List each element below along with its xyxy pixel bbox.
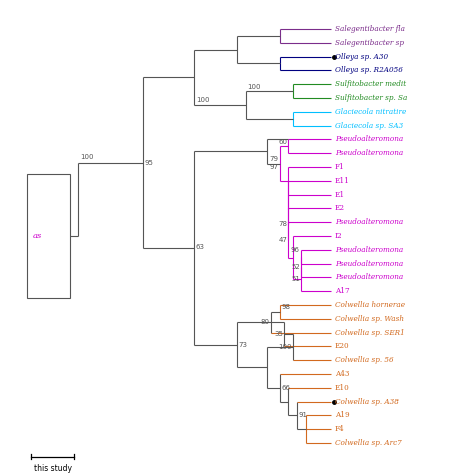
- Text: Glaciecola sp. SA3: Glaciecola sp. SA3: [335, 121, 403, 129]
- Text: 60: 60: [278, 139, 287, 145]
- Text: A17: A17: [335, 287, 349, 295]
- Text: Sulfitobacter sp. Sa: Sulfitobacter sp. Sa: [335, 94, 407, 102]
- Text: Olleya sp. A30: Olleya sp. A30: [335, 53, 388, 61]
- Text: Olleya sp. R2A056: Olleya sp. R2A056: [335, 66, 402, 74]
- Text: 73: 73: [238, 342, 247, 348]
- Text: 100: 100: [80, 154, 93, 160]
- Text: 35: 35: [274, 331, 283, 337]
- Text: I2: I2: [335, 232, 342, 240]
- Text: F4: F4: [335, 425, 344, 433]
- Text: Pseudoalteromona: Pseudoalteromona: [335, 260, 403, 267]
- Text: 95: 95: [144, 160, 153, 166]
- Text: Colwellia sp. SER1: Colwellia sp. SER1: [335, 328, 404, 337]
- Text: as: as: [32, 232, 42, 240]
- Text: 100: 100: [248, 84, 261, 90]
- Text: E11: E11: [335, 177, 349, 185]
- Text: Colwellia sp. Arc7: Colwellia sp. Arc7: [335, 439, 401, 447]
- Text: 96: 96: [291, 246, 300, 253]
- Text: Pseudoalteromona: Pseudoalteromona: [335, 218, 403, 226]
- Text: E2: E2: [335, 204, 345, 212]
- Text: Salegentibacter fla: Salegentibacter fla: [335, 25, 405, 33]
- Text: Salegentibacter sp: Salegentibacter sp: [335, 39, 404, 47]
- Bar: [27, 174, 70, 298]
- Text: 100: 100: [196, 98, 210, 103]
- Text: Pseudoalteromona: Pseudoalteromona: [335, 246, 403, 254]
- Text: 91: 91: [298, 412, 307, 419]
- Text: Colwellia sp. 56: Colwellia sp. 56: [335, 356, 393, 364]
- Text: 51: 51: [291, 276, 300, 282]
- Text: 80: 80: [261, 319, 270, 325]
- Text: Colwellia sp. Wash: Colwellia sp. Wash: [335, 315, 404, 323]
- Text: 52: 52: [291, 264, 300, 270]
- Text: Pseudoalteromona: Pseudoalteromona: [335, 149, 403, 157]
- Text: Pseudoalteromona: Pseudoalteromona: [335, 273, 403, 282]
- Text: this study: this study: [34, 464, 72, 473]
- Text: 79: 79: [270, 156, 279, 162]
- Text: F1: F1: [335, 163, 345, 171]
- Text: A19: A19: [335, 411, 349, 419]
- Text: 47: 47: [278, 237, 287, 243]
- Text: 66: 66: [281, 385, 290, 391]
- Text: A43: A43: [335, 370, 349, 378]
- Text: E10: E10: [335, 384, 349, 392]
- Text: 100: 100: [278, 344, 292, 350]
- Text: 97: 97: [269, 164, 278, 170]
- Text: E1: E1: [335, 191, 345, 199]
- Text: Sulfitobacter medit: Sulfitobacter medit: [335, 80, 406, 88]
- Text: E20: E20: [335, 342, 349, 350]
- Text: Colwellia hornerae: Colwellia hornerae: [335, 301, 405, 309]
- Text: 98: 98: [281, 304, 290, 310]
- Text: 63: 63: [195, 244, 204, 249]
- Text: 78: 78: [278, 221, 287, 227]
- Text: Pseudoalteromona: Pseudoalteromona: [335, 136, 403, 143]
- Text: Glaciecola nitratire: Glaciecola nitratire: [335, 108, 406, 116]
- Text: Colwellia sp. A38: Colwellia sp. A38: [335, 398, 399, 406]
